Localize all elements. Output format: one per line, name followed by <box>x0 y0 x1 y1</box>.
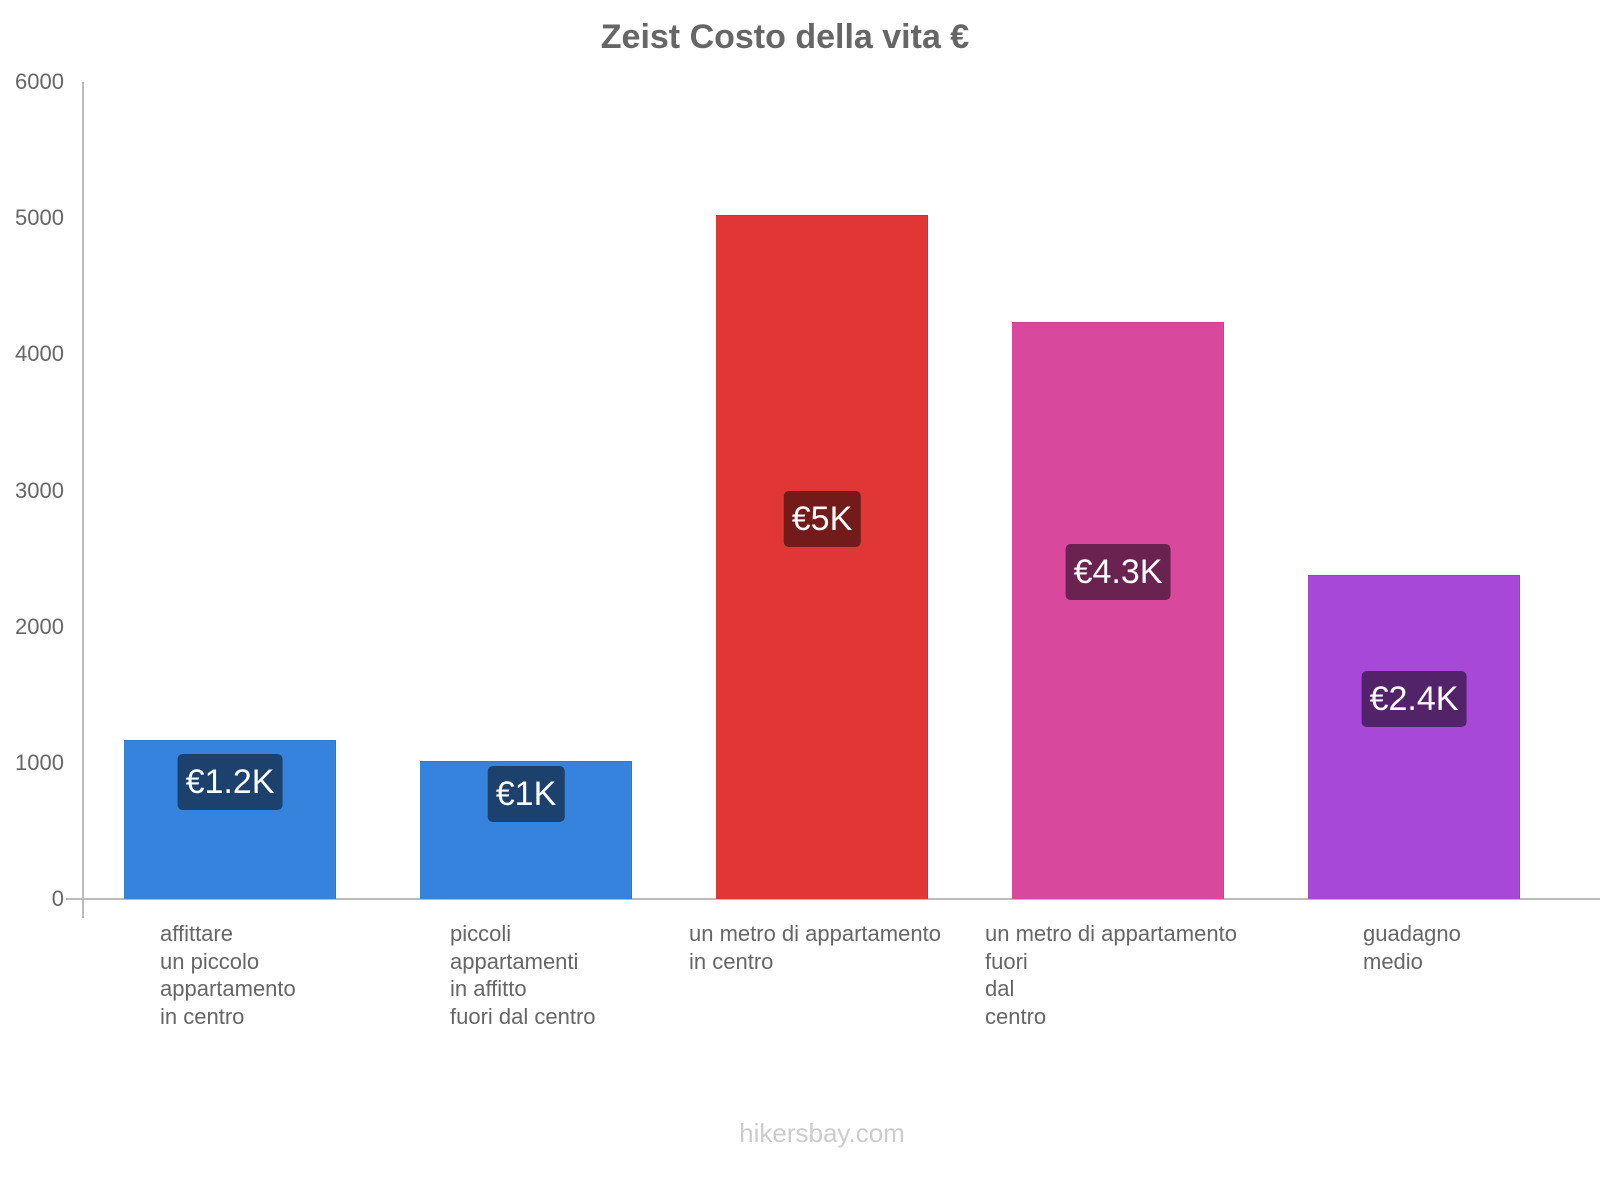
x-label-line: guadagno <box>1363 921 1461 946</box>
x-label-line: centro <box>985 1003 1047 1029</box>
x-axis-category-label: un metro di appartamento in centro <box>689 920 941 975</box>
x-label-line: medio <box>1363 948 1423 974</box>
watermark-footer: hikersbay.com <box>739 1118 905 1148</box>
x-label-line: affittare <box>160 921 233 946</box>
x-label-line: un piccolo <box>160 948 260 974</box>
x-label-line: piccoli <box>450 921 512 946</box>
bar-value-label: €5K <box>783 491 861 547</box>
y-tick-label: 5000 <box>15 205 64 231</box>
bar-value-label: €1.2K <box>177 754 283 810</box>
x-axis-category-label: affittare un piccolo appartamento in centro <box>160 920 296 1030</box>
y-axis-line <box>82 82 84 918</box>
x-label-line: in affitto <box>450 976 527 1001</box>
y-tick-label: 3000 <box>15 477 64 503</box>
x-label-line: fuori dal centro <box>450 1003 596 1029</box>
bar[interactable] <box>1308 574 1520 899</box>
x-axis-category-label: un metro di appartamento fuori dal centro <box>985 920 1237 1030</box>
bar-value-label: €4.3K <box>1065 544 1171 600</box>
y-tick-label: 1000 <box>15 749 64 775</box>
bar[interactable] <box>716 215 928 899</box>
x-label-line: fuori <box>985 948 1028 974</box>
y-tick-label: 2000 <box>15 613 64 639</box>
y-tick-label: 6000 <box>15 69 64 94</box>
x-axis-line <box>66 898 1600 900</box>
x-label-line: dal <box>985 976 1015 1001</box>
x-axis-category-label: guadagno medio <box>1363 920 1461 975</box>
x-label-line: un metro di appartamento <box>985 921 1237 946</box>
bar[interactable] <box>1012 321 1224 899</box>
x-label-line: in centro <box>160 1003 245 1029</box>
x-label-line: appartamento <box>160 976 296 1001</box>
x-axis-category-label: piccoli appartamenti in affitto fuori dal c… <box>450 920 596 1030</box>
y-tick-label: 4000 <box>15 341 64 367</box>
bar-value-label: €1K <box>487 766 565 822</box>
x-label-line: appartamenti <box>450 948 579 974</box>
chart-title: Zeist Costo della vita € <box>600 18 970 56</box>
x-label-line: un metro di appartamento <box>689 921 941 946</box>
y-tick-label: 0 <box>51 886 64 911</box>
bar-value-label: €2.4K <box>1361 671 1467 727</box>
x-label-line: in centro <box>689 948 774 974</box>
